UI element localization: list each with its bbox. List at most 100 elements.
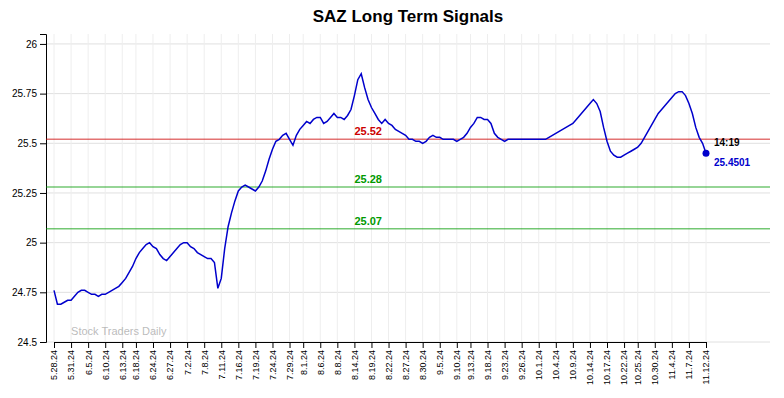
grid-line-x — [320, 34, 321, 342]
reference-label: 25.52 — [354, 125, 382, 137]
plot-area: 24.524.752525.2525.525.75265.28.245.31.2… — [12, 34, 770, 385]
x-tick-mark — [706, 342, 707, 348]
x-tick-mark — [290, 342, 291, 348]
grid-line-x — [289, 34, 290, 342]
x-tick-mark — [590, 342, 591, 348]
x-tick: 7.24.24 — [268, 342, 278, 380]
x-tick-label: 8.22.24 — [384, 350, 394, 380]
x-tick-label: 10.22.24 — [619, 350, 629, 385]
x-tick-label: 11.12.24 — [701, 350, 711, 384]
grid-line-x — [303, 34, 304, 342]
grid-line-x — [122, 34, 123, 342]
x-tick-label: 6.10.24 — [101, 350, 111, 380]
x-tick: 5.28.24 — [49, 342, 59, 380]
reference-label: 25.28 — [354, 173, 382, 185]
x-tick: 7.11.24 — [217, 342, 227, 379]
grid-line-x — [637, 34, 638, 342]
x-tick: 7.29.24 — [285, 342, 295, 380]
x-tick-mark — [389, 342, 390, 348]
x-tick-label: 7.24.24 — [268, 350, 278, 380]
grid-line-x — [470, 34, 471, 342]
x-tick: 10.25.24 — [633, 342, 643, 385]
x-tick: 7.16.24 — [234, 342, 244, 380]
x-tick-label: 9.5.24 — [435, 350, 445, 375]
y-tick-label: 25.5 — [18, 138, 38, 149]
x-tick-mark — [221, 342, 222, 348]
grid-line-x — [152, 34, 153, 342]
grid-line-x — [439, 34, 440, 342]
x-tick-mark — [638, 342, 639, 348]
x-tick-mark — [607, 342, 608, 348]
x-tick-label: 9.10.24 — [452, 350, 462, 380]
x-tick-label: 7.11.24 — [217, 350, 227, 379]
grid-line-x — [354, 34, 355, 342]
grid-line-x — [589, 34, 590, 342]
x-tick-mark — [337, 342, 338, 348]
x-tick-label: 10.4.24 — [551, 350, 561, 380]
grid-line-y — [46, 242, 770, 243]
x-tick-mark — [672, 342, 673, 348]
y-tick: 24.5 — [18, 337, 46, 348]
grid-line-y — [46, 93, 770, 94]
last-point — [703, 150, 710, 157]
x-tick-label: 9.26.24 — [517, 350, 527, 380]
grid-line-x — [456, 34, 457, 342]
x-tick: 5.31.24 — [66, 342, 76, 380]
price-line — [54, 74, 706, 305]
x-tick: 7.8.24 — [200, 342, 210, 375]
x-tick: 7.2.24 — [183, 342, 193, 375]
x-tick-mark — [423, 342, 424, 348]
y-tick-label: 25.75 — [12, 88, 37, 99]
x-tick-label: 7.16.24 — [234, 350, 244, 380]
y-tick: 25.25 — [12, 188, 46, 199]
x-tick-mark — [122, 342, 123, 348]
x-tick: 8.22.24 — [384, 342, 394, 380]
grid-line-x — [371, 34, 372, 342]
x-tick: 9.5.24 — [435, 342, 445, 375]
x-tick: 8.30.24 — [418, 342, 428, 380]
x-tick: 10.4.24 — [551, 342, 561, 380]
x-tick: 10.9.24 — [568, 342, 578, 380]
x-tick: 9.26.24 — [517, 342, 527, 380]
grid-line-x — [170, 34, 171, 342]
x-tick: 8.27.24 — [401, 342, 411, 380]
y-tick: 25.5 — [18, 138, 46, 149]
grid-line-x — [255, 34, 256, 342]
x-tick-mark — [470, 342, 471, 348]
x-tick-mark — [689, 342, 690, 348]
x-axis: 5.28.245.31.246.5.246.10.246.13.246.18.2… — [49, 342, 711, 385]
grid-line-x — [71, 34, 72, 342]
x-tick-mark — [573, 342, 574, 348]
grid-line-x — [272, 34, 273, 342]
x-tick-label: 8.19.24 — [367, 350, 377, 380]
x-tick-mark — [105, 342, 106, 348]
last-value-label: 25.4501 — [714, 157, 751, 168]
x-tick-mark — [488, 342, 489, 348]
grid-line-x — [388, 34, 389, 342]
grid-line-x — [405, 34, 406, 342]
x-tick: 8.8.24 — [333, 342, 343, 375]
title: SAZ Long Term Signals — [313, 7, 503, 26]
x-tick-label: 10.14.24 — [585, 350, 595, 385]
y-tick: 25.75 — [12, 88, 46, 99]
grid-line-x — [105, 34, 106, 342]
reference-label: 25.07 — [354, 215, 382, 227]
x-tick-label: 7.8.24 — [200, 350, 210, 375]
grid-line-x — [88, 34, 89, 342]
x-tick: 6.24.24 — [148, 342, 158, 380]
x-tick-mark — [406, 342, 407, 348]
y-axis: 24.524.752525.2525.525.7526 — [12, 35, 47, 348]
x-tick-label: 11.7.24 — [684, 350, 694, 379]
x-tick-mark — [320, 342, 321, 348]
grid-line-x — [54, 34, 55, 342]
x-axis-line — [55, 343, 707, 349]
grid-line-x — [688, 34, 689, 342]
x-tick-mark — [522, 342, 523, 348]
x-tick-mark — [371, 342, 372, 348]
grid-line-x — [654, 34, 655, 342]
x-tick-mark — [255, 342, 256, 348]
y-tick-mark — [40, 44, 46, 45]
grid-line-y — [46, 43, 770, 44]
x-tick-label: 7.2.24 — [183, 350, 193, 375]
y-axis-line — [40, 35, 47, 343]
